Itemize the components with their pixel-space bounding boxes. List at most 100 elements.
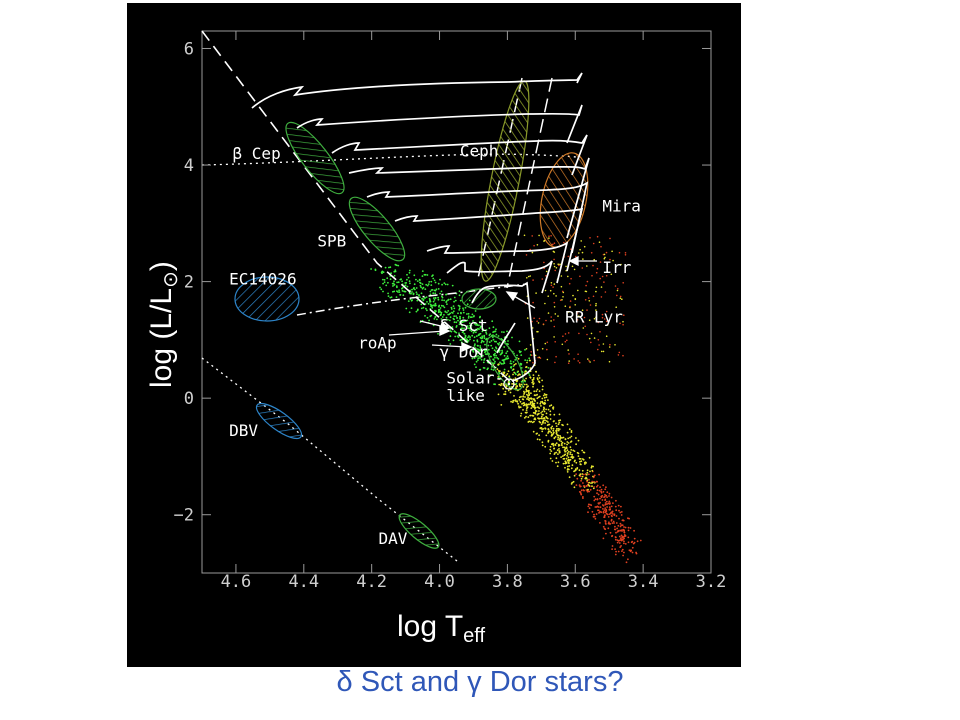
star-point [518,340,521,343]
star-point [452,317,455,320]
star-point [511,401,514,404]
star-point [525,383,528,386]
star-point [512,368,515,371]
star-point [558,413,561,416]
star-point [531,414,534,417]
star-point [462,309,465,311]
star-point [568,465,571,467]
star-point [577,439,580,442]
star-point [611,513,614,515]
star-point [555,442,558,445]
star-point [476,324,479,326]
star-point [588,297,590,299]
star-point [403,290,406,293]
star-point [549,418,552,420]
star-point [397,264,400,267]
star-point [611,510,614,513]
star-point [488,341,491,343]
star-point [390,272,392,275]
star-point [482,367,485,369]
star-point [535,292,537,294]
star-point [579,491,582,493]
star-point [525,405,528,407]
star-point [530,392,532,395]
star-point [540,412,542,414]
star-point [495,328,497,331]
star-point [545,408,547,411]
star-point [479,355,481,358]
star-point [518,350,521,352]
track-2 [296,104,583,144]
star-point [478,328,480,331]
star-point [627,541,630,544]
star-point [610,505,613,508]
hr-diagram: 4.6 4.4 4.2 4.0 3.8 3.6 3.4 3.2 6 4 2 0 −2 β Cep Cep… [145,30,726,647]
star-point [481,339,484,342]
star-point [580,460,583,463]
star-point [383,281,386,284]
ec14026-region [234,276,300,322]
star-point [494,360,496,363]
star-point [558,444,561,447]
star-point [458,309,461,311]
star-point [623,537,625,540]
star-point [622,282,624,284]
star-point [618,542,621,544]
star-point [497,376,500,379]
star-point [591,480,594,483]
star-point [568,282,571,285]
star-point [513,363,516,366]
star-point [492,338,495,341]
star-point [449,316,452,319]
star-point [447,313,450,316]
star-point [575,443,577,446]
star-point [542,428,545,430]
star-point [522,386,525,388]
star-point [604,511,607,514]
star-point [586,309,588,311]
star-point [388,266,390,269]
star-point [449,298,452,301]
star-point [449,343,452,345]
star-point [622,323,624,326]
star-point [510,400,512,403]
star-point [615,522,618,524]
star-point [629,527,632,529]
star-point [561,444,563,447]
star-point [608,503,611,505]
star-point [393,270,396,273]
star-point [514,377,517,379]
x-axis-title: log Teff [397,610,485,647]
star-point [555,422,557,425]
star-point [588,485,591,487]
star-point [527,395,529,397]
star-point [467,317,470,319]
star-point [552,427,555,430]
star-point [588,337,591,340]
star-point [579,458,582,460]
star-point [408,271,411,274]
star-point [605,251,608,254]
star-point [514,359,517,361]
star-point [525,348,528,350]
arrow-roap [388,330,446,336]
star-point [579,463,582,465]
star-point [459,339,462,342]
star-point [487,348,490,351]
star-point [544,399,547,402]
star-point [547,399,549,401]
star-point [520,395,522,398]
star-point [483,349,486,352]
track-9 [471,281,536,382]
star-point [506,373,509,375]
star-point [518,399,521,401]
star-point [472,329,475,332]
star-point [401,280,403,283]
star-point [471,313,474,316]
star-point [550,282,553,284]
star-point [428,319,430,322]
star-point [592,264,594,267]
x-tick-label: 4.4 [288,572,319,592]
star-point [420,286,422,289]
star-point [545,416,548,419]
